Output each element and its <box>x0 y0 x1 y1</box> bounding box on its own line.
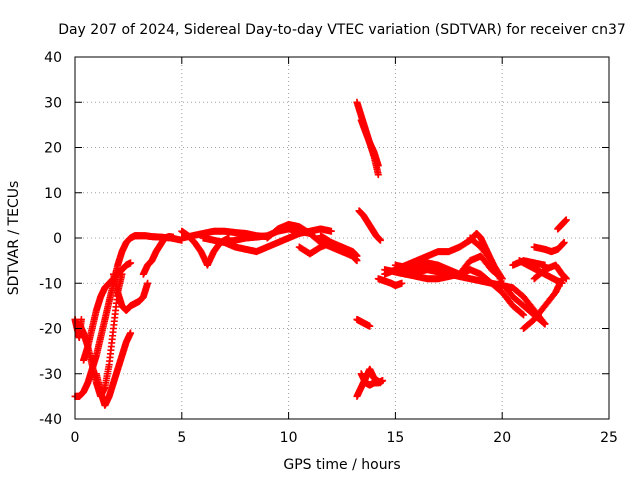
data-point <box>366 322 374 330</box>
data-point <box>376 236 384 244</box>
series-arc-32 <box>515 257 566 287</box>
grid <box>75 57 609 419</box>
y-tick-label: 40 <box>44 50 62 66</box>
series-arc-1 <box>71 232 186 400</box>
x-axis-label: GPS time / hours <box>283 457 400 473</box>
data-point <box>558 279 566 287</box>
series-arc-17 <box>355 207 384 244</box>
data-point <box>327 227 335 235</box>
series-arc-14 <box>317 232 361 265</box>
y-tick-label: -10 <box>39 276 62 292</box>
series-arc-6 <box>139 233 177 278</box>
data-point <box>562 216 570 224</box>
series-arc-11 <box>221 225 335 256</box>
data-point <box>398 279 406 287</box>
axis-ticks <box>74 56 610 420</box>
data-point <box>77 315 85 323</box>
series-arc-28 <box>520 275 566 332</box>
data-point <box>518 310 526 318</box>
y-tick-label: 0 <box>53 231 62 247</box>
y-tick-label: 30 <box>44 95 62 111</box>
data-point <box>486 255 494 263</box>
y-tick-label: 20 <box>44 141 62 157</box>
data-point <box>353 257 361 265</box>
y-tick-label: 10 <box>44 186 62 202</box>
tick-labels: 0 5 10 15 20 25 -40 -30 -20 -10 0 10 20 30 40 <box>39 50 618 446</box>
series-arc-16 <box>357 116 382 170</box>
data-point <box>379 377 387 385</box>
x-tick-label: 10 <box>280 430 298 446</box>
y-tick-label: -20 <box>39 322 62 338</box>
data-point <box>374 171 382 179</box>
x-tick-label: 20 <box>493 430 511 446</box>
data-point <box>144 279 152 287</box>
data-point <box>562 275 570 283</box>
y-tick-label: -30 <box>39 367 62 383</box>
series-arc-4 <box>92 329 135 409</box>
series-arc-21 <box>374 275 406 290</box>
data-point <box>540 319 548 327</box>
data-point <box>541 320 549 328</box>
x-tick-label: 25 <box>600 430 618 446</box>
series-arc-30 <box>530 239 568 256</box>
data-point <box>169 233 177 241</box>
y-axis-label: SDTVAR / TECUs <box>6 181 22 296</box>
x-tick-label: 15 <box>386 430 404 446</box>
chart-title: Day 207 of 2024, Sidereal Day-to-day VTE… <box>58 22 626 38</box>
data-point <box>374 162 382 170</box>
x-tick-label: 5 <box>177 430 186 446</box>
data-point <box>127 259 135 267</box>
data-point <box>560 239 568 247</box>
series-arc-20 <box>357 370 387 389</box>
series-arc-5 <box>109 270 152 314</box>
y-tick-label: -40 <box>39 412 62 428</box>
data-point <box>520 311 528 319</box>
series-arc-31 <box>554 216 570 233</box>
series-arc-18 <box>353 315 374 330</box>
data-point <box>127 329 135 337</box>
series-arc-3 <box>80 259 135 364</box>
data-marks <box>71 98 570 409</box>
series-arc-29 <box>530 261 570 283</box>
series-arc-9 <box>178 227 233 269</box>
x-tick-label: 0 <box>71 430 80 446</box>
